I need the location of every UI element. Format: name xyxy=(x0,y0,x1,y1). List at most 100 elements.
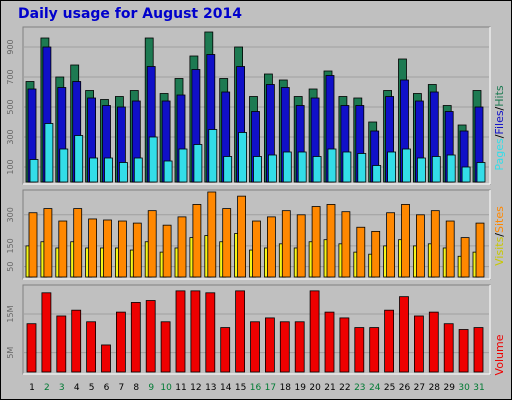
x-tick-label: 28 xyxy=(429,383,441,393)
bar-volume xyxy=(294,321,305,373)
bar-sites xyxy=(341,211,351,278)
bar-sites xyxy=(252,220,261,278)
bar-pages xyxy=(148,136,158,183)
bar-pages xyxy=(193,144,203,183)
bar-pages xyxy=(312,156,322,183)
x-tick-label: 17 xyxy=(265,383,276,393)
bar-pages xyxy=(163,160,173,183)
bar-volume xyxy=(71,309,82,373)
bar-sites xyxy=(311,206,321,278)
x-tick-label: 16 xyxy=(250,383,262,393)
bar-sites xyxy=(371,230,381,278)
bar-pages xyxy=(208,129,218,183)
x-tick-label: 7 xyxy=(119,383,125,393)
x-tick-label: 12 xyxy=(190,383,201,393)
bar-volume xyxy=(339,317,350,373)
bar-sites xyxy=(356,226,366,278)
bar-pages xyxy=(327,148,337,183)
legend-visits-sites: Visits/Sites xyxy=(493,206,506,266)
bar-sites xyxy=(475,222,485,278)
bar-pages xyxy=(342,151,352,183)
bar-pages xyxy=(387,151,397,183)
bar-pages xyxy=(476,162,486,183)
bar-sites xyxy=(415,214,425,278)
bar-volume xyxy=(190,290,201,373)
bar-sites xyxy=(88,218,97,278)
x-tick-label: 31 xyxy=(473,383,484,393)
x-tick-label: 13 xyxy=(205,383,216,393)
bar-sites xyxy=(118,220,127,278)
y-tick-label: 300 xyxy=(6,129,15,144)
x-tick-label: 6 xyxy=(104,383,110,393)
bar-pages xyxy=(29,159,39,183)
x-tick-label: 8 xyxy=(133,383,139,393)
bar-sites xyxy=(162,224,172,278)
bar-sites xyxy=(58,220,68,278)
y-tick-label: 150 xyxy=(6,238,15,253)
bar-sites xyxy=(296,214,306,278)
x-tick-label: 27 xyxy=(414,383,425,393)
x-tick-label: 30 xyxy=(458,383,470,393)
bar-volume xyxy=(279,321,290,373)
x-tick-label: 9 xyxy=(148,383,154,393)
bar-sites xyxy=(132,222,142,278)
bar-pages xyxy=(267,154,277,183)
bar-volume xyxy=(145,300,156,373)
bar-pages xyxy=(282,151,292,183)
bar-sites xyxy=(326,204,336,278)
bar-pages xyxy=(133,157,143,183)
x-tick-label: 19 xyxy=(294,383,306,393)
bar-volume xyxy=(116,311,126,373)
x-tick-label: 29 xyxy=(443,383,455,393)
y-tick-label: 300 xyxy=(6,207,15,222)
panel-hits: 100 300 500 700 900 xyxy=(6,26,491,185)
bar-volume xyxy=(101,344,111,373)
x-tick-label: 26 xyxy=(399,383,411,393)
bar-pages xyxy=(297,151,307,183)
bar-pages xyxy=(74,135,84,183)
x-tick-label: 10 xyxy=(160,383,172,393)
y-tick-label: 50 xyxy=(6,262,15,272)
bar-sites xyxy=(43,208,53,278)
x-tick-label: 1 xyxy=(29,383,35,393)
bar-sites xyxy=(192,204,202,278)
x-tick-label: 4 xyxy=(74,383,80,393)
bar-volume xyxy=(399,296,409,373)
bar-sites xyxy=(222,208,232,278)
bar-volume xyxy=(264,317,275,373)
bar-volume xyxy=(26,323,37,373)
bar-pages xyxy=(461,166,471,183)
bar-volume xyxy=(384,309,395,373)
bar-volume xyxy=(205,292,216,373)
bar-pages xyxy=(238,132,248,183)
bar-pages xyxy=(104,157,113,183)
x-tick-label: 14 xyxy=(220,383,232,393)
x-tick-label: 2 xyxy=(44,383,50,393)
bar-volume xyxy=(160,321,171,373)
bar-volume xyxy=(309,290,320,373)
bar-volume xyxy=(130,302,141,373)
bar-volume xyxy=(324,311,335,373)
bar-sites xyxy=(430,210,440,278)
bar-volume xyxy=(56,315,67,373)
bar-sites xyxy=(207,191,217,278)
bar-sites xyxy=(386,212,396,278)
bar-sites xyxy=(147,210,157,278)
x-tick-label: 22 xyxy=(339,383,350,393)
x-tick-label: 18 xyxy=(280,383,292,393)
bar-volume xyxy=(413,315,424,373)
x-tick-label: 5 xyxy=(89,383,95,393)
bar-sites xyxy=(445,220,455,278)
bar-sites xyxy=(73,208,83,278)
bar-pages xyxy=(416,157,426,183)
bar-sites xyxy=(177,216,187,278)
bar-volume xyxy=(354,327,365,373)
y-tick-label: 500 xyxy=(6,99,15,114)
x-tick-label: 23 xyxy=(354,383,365,393)
bar-volume xyxy=(428,311,439,373)
x-tick-label: 25 xyxy=(384,383,395,393)
bar-sites xyxy=(281,210,291,278)
bar-volume xyxy=(250,321,260,373)
bar-pages xyxy=(446,154,456,183)
